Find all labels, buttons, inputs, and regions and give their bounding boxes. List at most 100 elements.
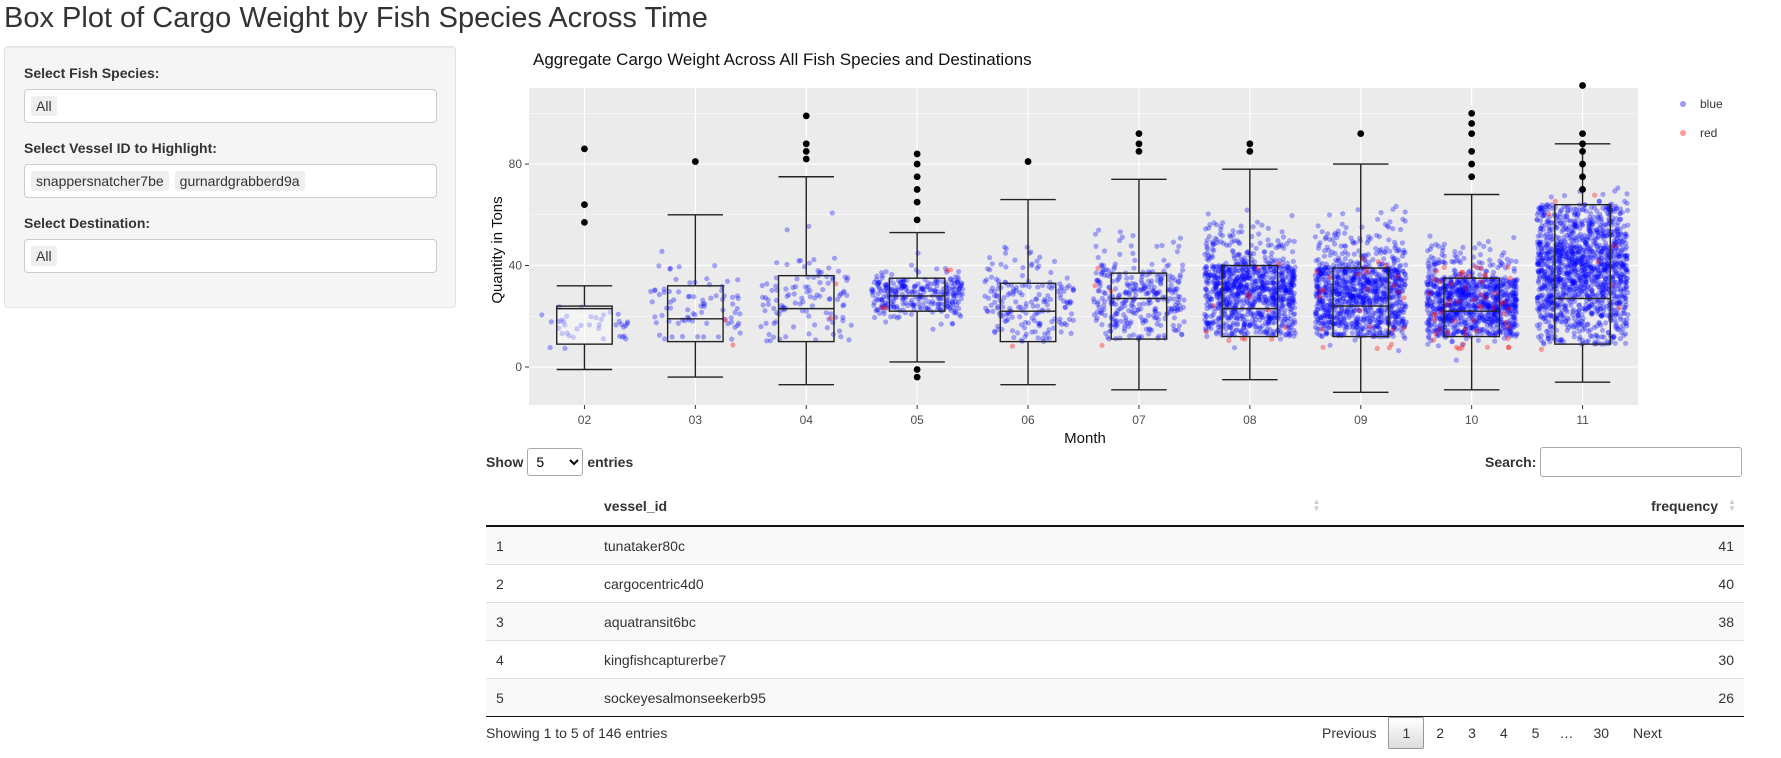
destination-chip[interactable]: All xyxy=(31,246,57,266)
data-point-blue xyxy=(1209,254,1215,260)
data-point-blue xyxy=(1130,233,1136,239)
data-point-blue xyxy=(1208,320,1214,326)
data-point-blue xyxy=(983,277,990,283)
data-point-blue xyxy=(925,305,931,311)
data-point-blue xyxy=(1281,313,1287,319)
data-point-blue xyxy=(1044,302,1050,308)
data-point-blue xyxy=(1216,268,1222,274)
destination-select[interactable]: All xyxy=(24,239,437,273)
data-point-blue xyxy=(1333,257,1339,263)
data-point-blue xyxy=(734,305,740,312)
data-point-blue xyxy=(1002,318,1008,324)
data-point-blue xyxy=(623,323,629,329)
data-point-blue xyxy=(928,281,934,287)
data-point-blue xyxy=(1009,314,1016,320)
data-point-red xyxy=(1478,292,1484,298)
data-point-red xyxy=(1364,286,1370,292)
data-point-blue xyxy=(1376,271,1382,277)
data-point-blue xyxy=(1250,224,1256,230)
data-point-blue xyxy=(877,286,883,292)
data-point-blue xyxy=(1127,287,1133,293)
data-point-blue xyxy=(944,284,950,290)
data-point-blue xyxy=(1254,219,1261,225)
data-point-blue xyxy=(1449,338,1455,344)
data-point-blue xyxy=(1426,265,1432,271)
data-point-blue xyxy=(899,285,905,291)
data-point-blue xyxy=(1209,265,1216,271)
data-point-blue xyxy=(656,291,662,298)
data-point-red xyxy=(1095,265,1101,271)
data-point-blue xyxy=(1130,286,1136,292)
data-point-blue xyxy=(1257,267,1263,273)
data-point-blue xyxy=(817,293,823,299)
data-point-blue xyxy=(1153,291,1159,297)
data-point-blue xyxy=(1291,238,1297,244)
data-point-blue xyxy=(802,284,809,290)
data-point-blue xyxy=(1217,317,1223,323)
data-point-blue xyxy=(1014,330,1021,336)
data-point-blue xyxy=(1256,295,1262,301)
data-point-blue xyxy=(1242,255,1248,261)
data-point-blue xyxy=(1244,207,1250,213)
data-point-blue xyxy=(800,299,806,305)
data-point-blue xyxy=(1591,324,1597,331)
data-point-blue xyxy=(842,274,848,280)
vessel-chip[interactable]: gurnardgrabberd9a xyxy=(174,171,305,191)
data-point-blue xyxy=(955,274,961,280)
data-point-blue xyxy=(915,250,921,256)
data-point-blue xyxy=(1329,249,1335,255)
data-point-red xyxy=(1460,341,1467,347)
data-point-blue xyxy=(900,283,906,289)
data-point-blue xyxy=(1618,292,1624,299)
data-point-blue xyxy=(1034,258,1040,264)
data-point-blue xyxy=(1036,263,1042,269)
data-point-blue xyxy=(806,331,812,337)
data-point-blue xyxy=(675,320,681,326)
data-point-blue xyxy=(1285,264,1291,270)
data-point-blue xyxy=(1151,284,1157,290)
species-chip[interactable]: All xyxy=(31,96,57,116)
data-point-blue xyxy=(1512,293,1518,299)
data-point-blue xyxy=(1156,311,1162,317)
data-point-blue xyxy=(653,320,659,326)
data-point-blue xyxy=(909,297,915,303)
data-point-blue xyxy=(1057,281,1063,287)
data-point-blue xyxy=(913,283,919,289)
data-point-blue xyxy=(765,297,771,303)
data-point-blue xyxy=(1019,283,1025,289)
data-point-blue xyxy=(732,324,738,330)
data-point-blue xyxy=(1152,307,1158,313)
data-point-blue xyxy=(1625,222,1631,228)
data-point-blue xyxy=(1019,322,1025,328)
vessel-chip[interactable]: snappersnatcher7be xyxy=(31,171,169,191)
data-point-blue xyxy=(1006,311,1012,317)
data-point-blue xyxy=(939,289,945,295)
data-point-blue xyxy=(1113,321,1119,327)
species-select[interactable]: All xyxy=(24,89,437,123)
data-point-blue xyxy=(1340,211,1346,217)
data-point-blue xyxy=(1256,296,1262,302)
data-point-blue xyxy=(766,331,772,338)
data-point-red xyxy=(1478,265,1484,271)
data-point-blue xyxy=(1034,265,1040,271)
data-point-blue xyxy=(1228,307,1234,313)
data-point-blue xyxy=(1133,282,1139,288)
data-point-blue xyxy=(958,296,964,302)
data-point-blue xyxy=(1259,222,1265,228)
data-point-blue xyxy=(557,318,563,324)
data-point-blue xyxy=(700,297,706,303)
data-point-blue xyxy=(1343,269,1349,275)
data-point-blue xyxy=(600,336,606,342)
data-point-blue xyxy=(1117,306,1123,312)
data-point-blue xyxy=(1381,310,1387,316)
data-point-blue xyxy=(566,333,572,339)
data-point-blue xyxy=(1147,296,1153,302)
vessel-select[interactable]: snappersnatcher7be gurnardgrabberd9a xyxy=(24,164,437,198)
data-point-blue xyxy=(1234,274,1240,280)
data-point-blue xyxy=(877,310,883,316)
data-point-blue xyxy=(1326,212,1333,218)
data-point-blue xyxy=(763,295,769,301)
data-point-blue xyxy=(911,301,917,307)
data-point-blue xyxy=(957,285,963,291)
data-point-blue xyxy=(1402,271,1408,277)
